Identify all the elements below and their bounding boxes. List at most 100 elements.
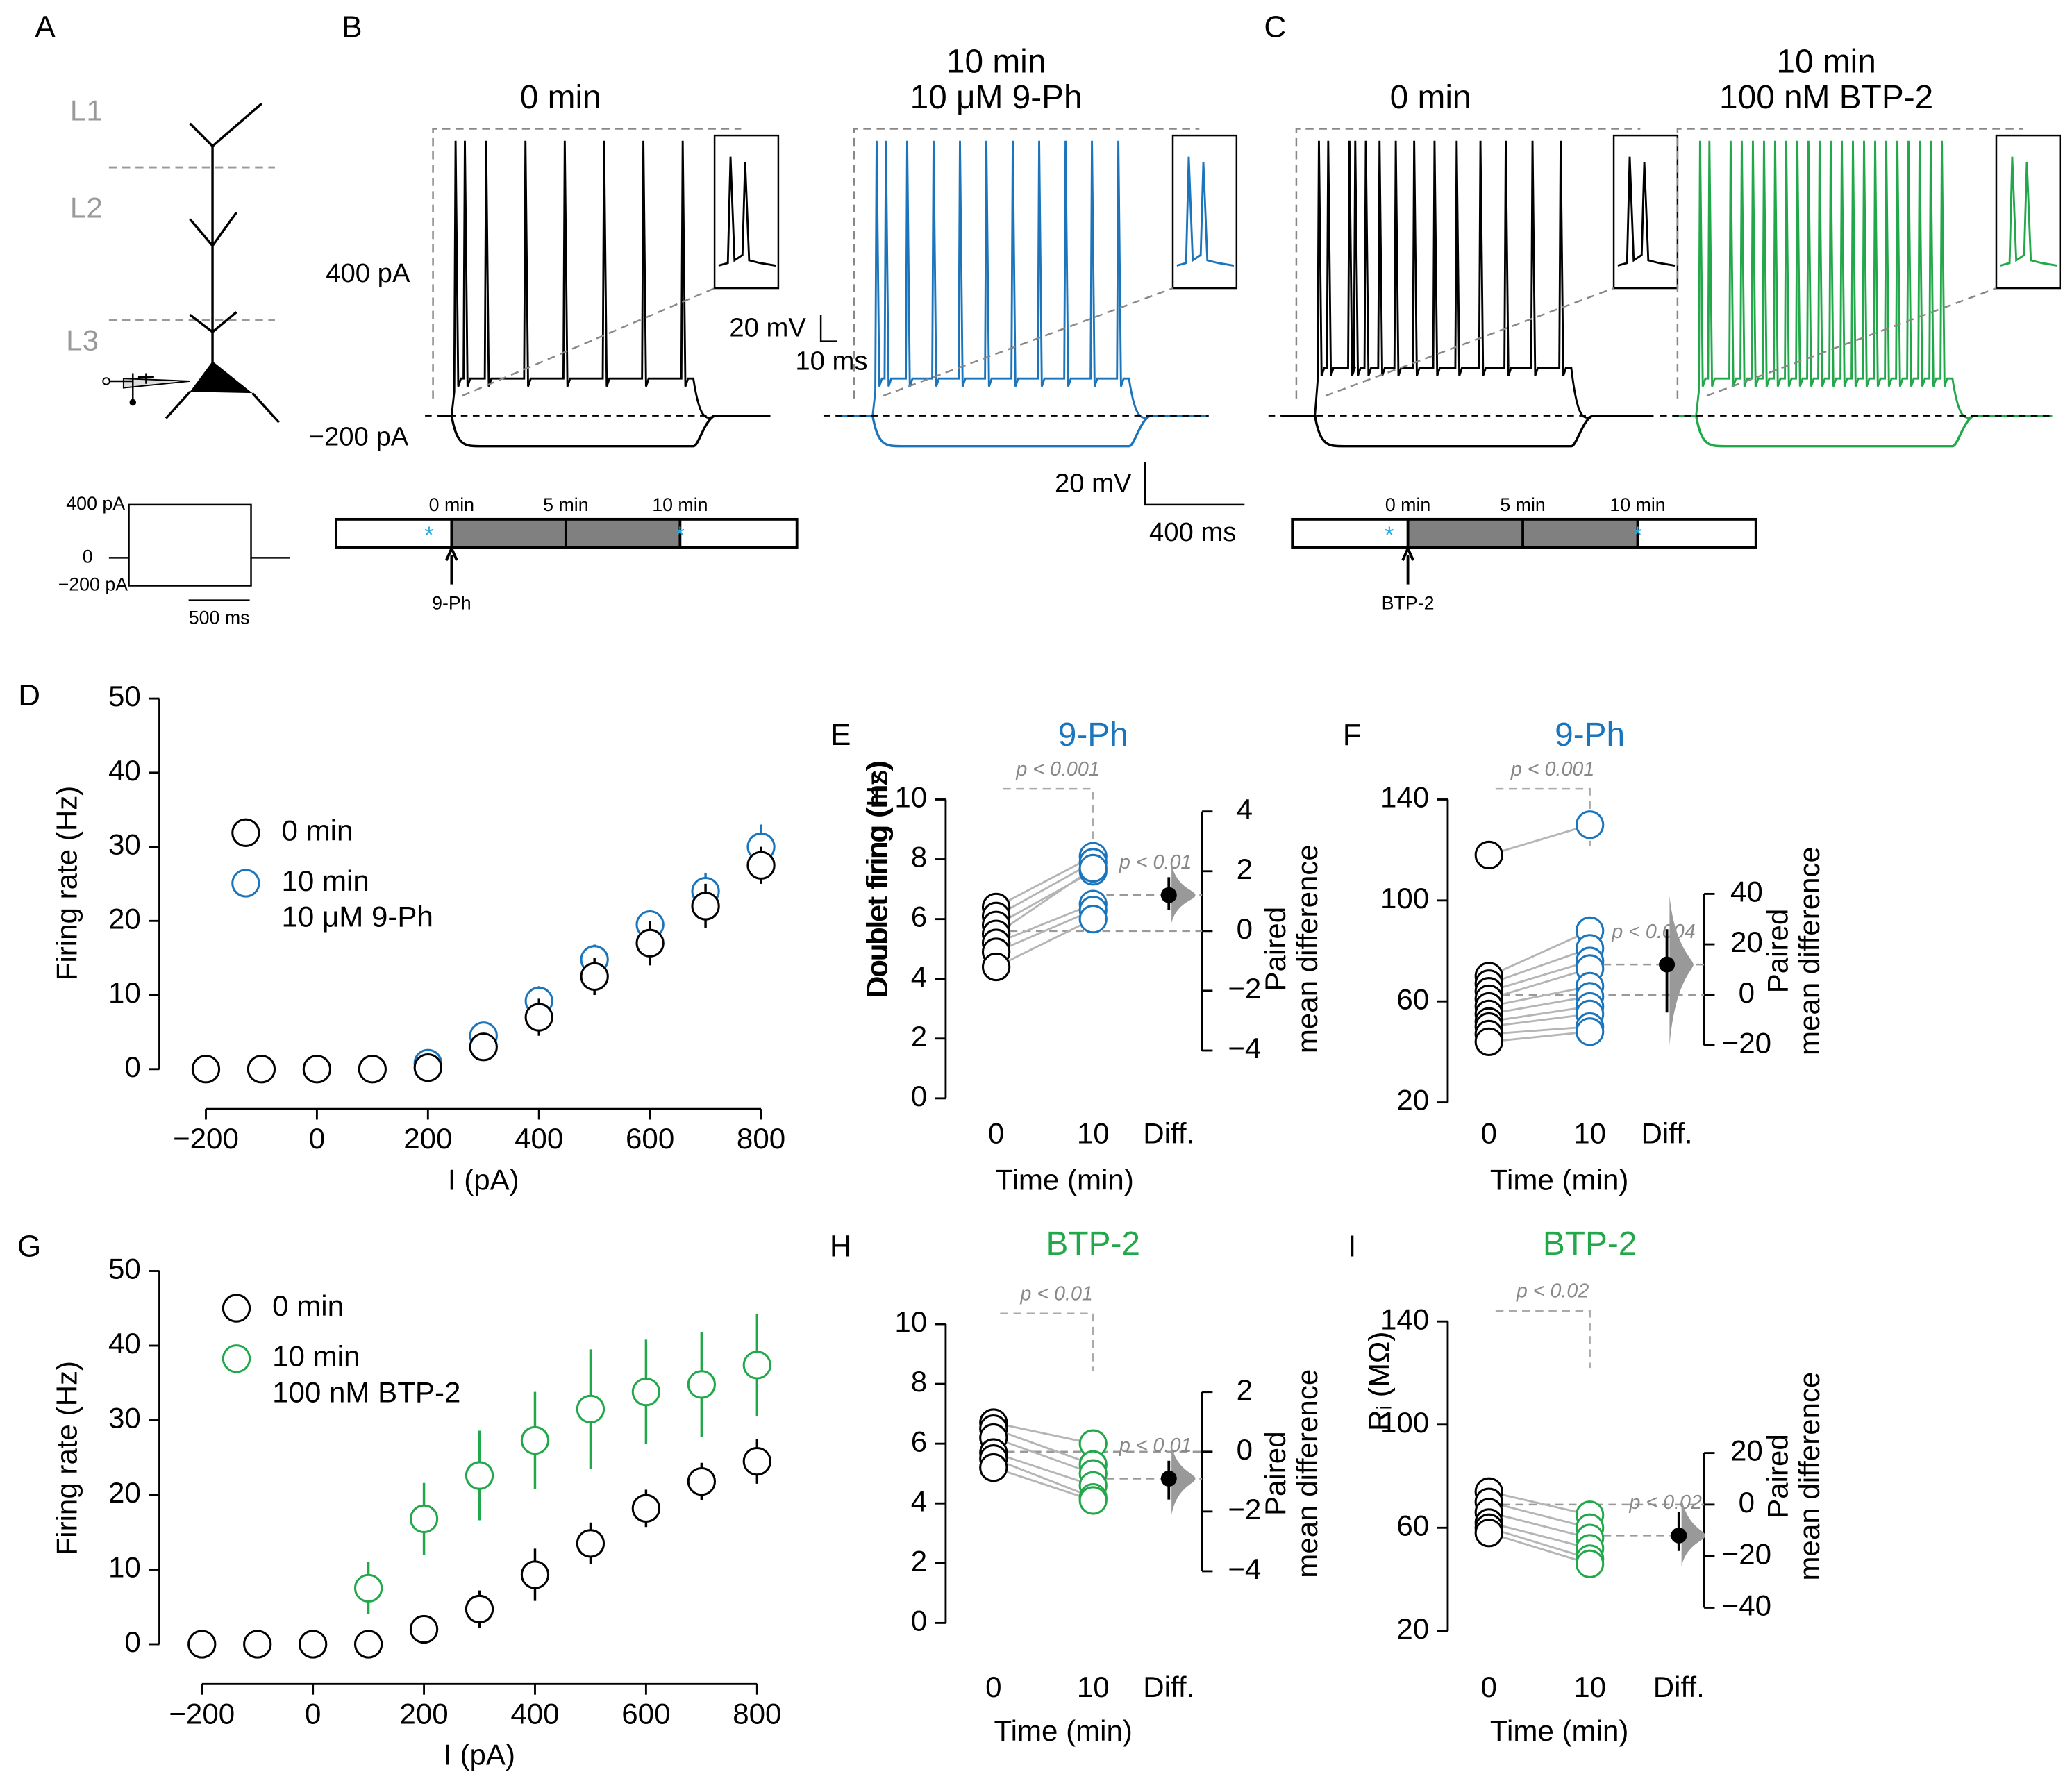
label: * [676,522,685,549]
distribution [1171,1445,1196,1516]
label: * [1633,522,1642,549]
legend-marker [222,1344,251,1373]
label: 30 [108,828,141,861]
trace [438,414,771,448]
label: 10 min [946,43,1046,80]
pair-line [1488,1532,1591,1565]
label: 10 [1573,1671,1606,1703]
legend-marker [231,869,260,898]
label: H [830,1230,852,1264]
label: 20 [1396,1084,1429,1117]
label: * [1385,522,1394,549]
pair-line [1488,1500,1591,1529]
trace [837,140,1209,419]
label: 0 [305,1697,321,1730]
label: 20 [1730,926,1763,958]
label: A [35,10,56,44]
inset-trace [2000,156,2058,267]
point-before [1474,1519,1503,1548]
label: Diff. [1641,1117,1693,1150]
label: −200 pA [309,421,409,451]
label: p < 0.001 [1510,758,1594,780]
label: p < 0.001 [1015,758,1099,780]
zoom-guide [1295,128,1641,399]
label: 0 [1237,1433,1253,1466]
label: Diff. [1143,1671,1194,1703]
bracket [1495,787,1591,846]
bracket [1495,1310,1591,1369]
point [524,1003,553,1032]
zoom-guide [1676,128,2023,399]
point-before [979,1453,1008,1482]
point [299,1630,328,1659]
label: 9-Ph [1058,717,1128,753]
label: Diff. [1143,1117,1194,1150]
label: 0 [911,1604,927,1637]
pair-line [1488,960,1591,993]
point [687,1466,717,1496]
legend-label: 10 min 100 nM BTP-2 [272,1340,460,1409]
label: Firing rate (Hz) [51,786,83,981]
label: Time (min) [1490,1714,1628,1747]
label: 400 pA [66,493,125,514]
pair-line [1488,930,1591,978]
label: C [1264,10,1286,44]
pair-line [1488,1511,1591,1539]
distribution [1669,896,1694,1046]
point [353,1573,383,1603]
label: 600 [626,1122,674,1155]
label: 0 [1481,1671,1497,1703]
pair-line [1488,1490,1590,1516]
pair-line [1488,823,1591,856]
label: 10 [1077,1117,1110,1150]
inset-trace [1176,156,1235,267]
label: 50 [108,1253,141,1285]
bracket [1000,1312,1094,1371]
label: Paired [1761,909,1794,994]
pair-line [1488,947,1591,985]
pair-line [1489,995,1590,1015]
point [520,1425,550,1455]
scale-bar [1144,462,1245,506]
point-before [981,952,1011,982]
label: Time (min) [1490,1163,1628,1196]
label: −20 [1722,1027,1771,1060]
label: 10 [1573,1117,1606,1150]
legend-label: 10 min 10 μM 9-Ph [282,864,433,933]
point [742,1351,771,1380]
label: p < 0.02 [1516,1280,1589,1303]
trace [1673,414,2053,448]
legend-label: 0 min [282,814,353,846]
label: 10 [894,1305,927,1338]
pair-line [995,918,1094,968]
point [187,1630,217,1659]
label: p < 0.01 [1019,1283,1092,1305]
point [191,1055,221,1084]
bracket [1003,787,1094,846]
point [247,1055,276,1084]
pair-line [1489,1026,1590,1035]
label: 10 min [1610,494,1665,515]
label: 400 [515,1122,563,1155]
stimulus [108,503,290,587]
label: * [424,522,433,549]
point-after [1575,1549,1605,1578]
point [469,1032,498,1062]
label: 400 ms [1149,517,1236,547]
point-after [1575,1017,1605,1046]
electrode-wire [106,373,154,403]
pair-line [996,903,1094,944]
label: 0 [124,1625,140,1658]
point [413,1053,442,1082]
label: 60 [1396,1509,1429,1541]
pair-line [1488,1526,1591,1560]
inset-trace [1617,156,1676,267]
label: 40 [108,1327,141,1360]
pair-line [993,1437,1094,1475]
label: 20 mV [729,312,806,342]
label: −40 [1722,1589,1771,1622]
label: mean difference [1291,1369,1323,1578]
pair-line [1489,1030,1590,1043]
label: 10 μM 9-Ph [910,79,1083,116]
